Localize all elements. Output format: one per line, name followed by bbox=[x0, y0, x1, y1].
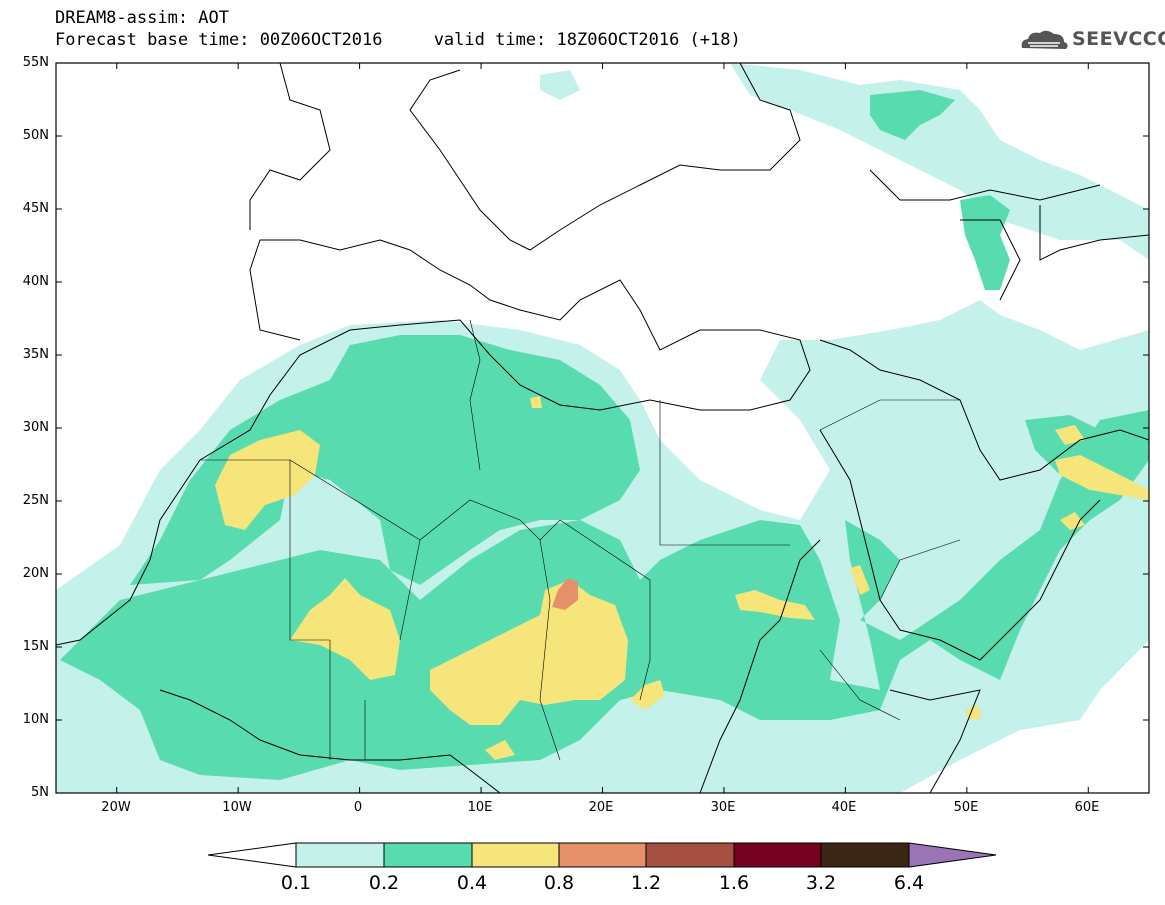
lat-label: 45N bbox=[22, 201, 49, 216]
lat-label: 55N bbox=[22, 55, 49, 70]
axis-ticks bbox=[56, 62, 1149, 794]
lat-label: 10N bbox=[22, 712, 49, 727]
colorbar-swatch-0.8 bbox=[558, 842, 647, 868]
lat-label: 50N bbox=[22, 128, 49, 143]
lat-label: 15N bbox=[22, 639, 49, 654]
colorbar-label: 1.2 bbox=[630, 872, 662, 894]
colorbar-upper-triangle bbox=[908, 842, 997, 868]
colorbar-swatch-0.4 bbox=[471, 842, 560, 868]
aot-level-0.8-region bbox=[552, 578, 578, 610]
lon-label: 60E bbox=[1074, 800, 1100, 815]
lon-label: 20W bbox=[101, 800, 131, 815]
lat-label: 30N bbox=[22, 420, 49, 435]
cloud-logo-icon bbox=[1021, 30, 1068, 49]
colorbar-label: 0.8 bbox=[543, 872, 575, 894]
colorbar-swatch-1.6 bbox=[733, 842, 822, 868]
lon-label: 0 bbox=[353, 800, 363, 815]
colorbar-label: 0.4 bbox=[456, 872, 488, 894]
colorbar-swatch-0.2 bbox=[383, 842, 473, 868]
map-title: DREAM8-assim: AOT bbox=[55, 8, 229, 28]
forecast-time-subtitle: Forecast base time: 00Z06OCT2016 valid t… bbox=[55, 30, 741, 50]
lon-label: 10W bbox=[222, 800, 252, 815]
lat-label: 25N bbox=[22, 493, 49, 508]
lat-label: 35N bbox=[22, 347, 49, 362]
colorbar-label: 6.4 bbox=[893, 872, 925, 894]
colorbar-label: 0.1 bbox=[280, 872, 312, 894]
colorbar-swatch-0.1 bbox=[295, 842, 385, 868]
lon-label: 50E bbox=[953, 800, 979, 815]
lat-label: 40N bbox=[22, 274, 49, 289]
coastlines bbox=[56, 63, 1149, 793]
lon-label: 30E bbox=[710, 800, 736, 815]
aot-level-0.4-region bbox=[215, 396, 1149, 760]
lon-label: 40E bbox=[831, 800, 857, 815]
colorbar-swatch-1.2 bbox=[645, 842, 735, 868]
lon-label: 10E bbox=[467, 800, 493, 815]
country-borders bbox=[200, 319, 961, 761]
aot-level-0.2-region bbox=[60, 90, 1149, 780]
colorbar-swatch-3.2 bbox=[820, 842, 910, 868]
colorbar-lower-triangle bbox=[207, 842, 297, 868]
colorbar-label: 3.2 bbox=[805, 872, 837, 894]
colorbar-label: 0.2 bbox=[368, 872, 400, 894]
logo-text: SEEVCCC bbox=[1072, 28, 1165, 50]
aot-colorbar bbox=[207, 842, 997, 868]
lat-label: 20N bbox=[22, 566, 49, 581]
colorbar-label: 1.6 bbox=[718, 872, 750, 894]
lon-label: 20E bbox=[588, 800, 614, 815]
lat-label: 5N bbox=[31, 785, 49, 800]
